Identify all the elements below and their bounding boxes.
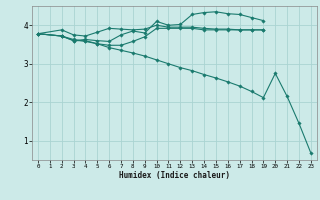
- X-axis label: Humidex (Indice chaleur): Humidex (Indice chaleur): [119, 171, 230, 180]
